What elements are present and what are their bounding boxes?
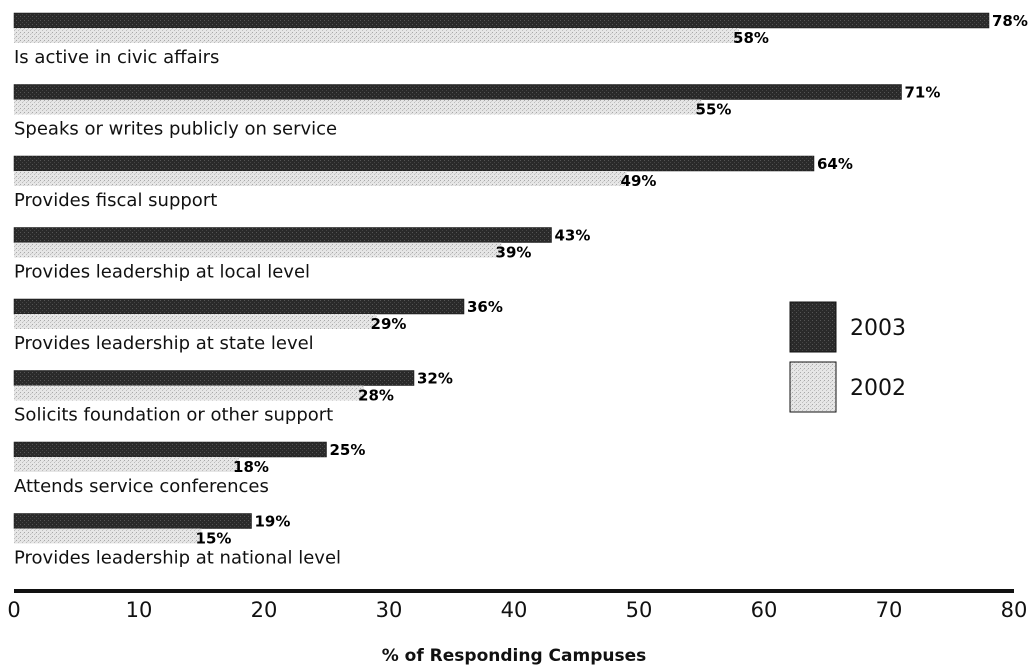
category-group: 64% 49% Provides fiscal support — [13, 155, 853, 211]
value-label-2003: 36% — [467, 298, 503, 316]
bar-2003 — [13, 227, 552, 243]
x-tick-label: 50 — [626, 598, 653, 622]
x-tick-label: 30 — [376, 598, 403, 622]
value-label-2003: 64% — [817, 155, 853, 173]
legend-item-2002: 2002 — [789, 361, 906, 413]
category-label: Provides leadership at local level — [14, 262, 310, 283]
legend-swatch-2003 — [789, 301, 837, 353]
value-label-2003: 78% — [992, 12, 1028, 30]
value-label-2002: 15% — [196, 530, 232, 548]
value-label-2003: 43% — [555, 227, 591, 245]
category-label: Is active in civic affairs — [14, 47, 219, 68]
value-label-2002: 49% — [621, 172, 657, 190]
bar-2003 — [13, 84, 902, 100]
value-label-2002: 28% — [358, 387, 394, 405]
bar-2002 — [14, 99, 702, 115]
value-label-2003: 71% — [905, 84, 941, 102]
category-group: 19% 15%Provides leadership at national le… — [13, 513, 341, 569]
x-tick-label: 10 — [126, 598, 153, 622]
bar-2002 — [14, 28, 739, 43]
x-axis-title: % of Responding Campuses — [382, 646, 647, 666]
category-label: Provides leadership at national level — [14, 548, 341, 569]
category-label: Solicits foundation or other support — [14, 405, 333, 426]
category-group: 78% 58% Is active in civic affairs — [13, 12, 1028, 68]
bar-2003 — [13, 370, 415, 386]
x-tick-label: 40 — [501, 598, 528, 622]
value-label-2002: 18% — [233, 458, 269, 476]
category-label: Provides leadership at state level — [14, 333, 314, 354]
legend-label-2002: 2002 — [850, 376, 906, 401]
legend-swatch-2002 — [789, 361, 837, 413]
x-axis-line — [14, 589, 1014, 593]
category-group: 25% 18%Attends service conferences — [13, 441, 366, 497]
category-label: Attends service conferences — [14, 476, 269, 497]
x-tick-label: 80 — [1001, 598, 1028, 622]
value-label-2003: 32% — [417, 370, 453, 388]
bar-2002 — [14, 171, 627, 186]
legend-label-2003: 2003 — [850, 316, 906, 341]
legend-item-2003: 2003 — [789, 301, 906, 353]
value-label-2002: 58% — [733, 29, 769, 47]
bars-group: 78% 58% Is active in civic affairs 71% 55% Sp… — [13, 12, 1028, 569]
value-label-2002: 29% — [371, 315, 407, 333]
bar-2002 — [14, 385, 364, 401]
category-group: 32% 28% Solicits foundation or other suppo… — [13, 370, 453, 426]
bar-2002 — [14, 528, 202, 544]
bar-2003 — [13, 298, 465, 315]
bar-2003 — [13, 441, 327, 458]
value-label-2002: 39% — [496, 244, 532, 262]
legend: 2003 2002 — [789, 301, 906, 413]
bar-2002 — [14, 242, 502, 258]
x-axis: 0 10 20 30 40 50 60 70 80 — [7, 589, 1027, 622]
value-label-2003: 25% — [330, 441, 366, 459]
bar-2003 — [13, 12, 990, 29]
x-tick-label: 0 — [7, 598, 20, 622]
category-label: Provides fiscal support — [14, 190, 217, 211]
x-tick-label: 70 — [876, 598, 903, 622]
category-group: 71% 55% Speaks or writes publicly on servi… — [13, 84, 941, 140]
value-label-2003: 19% — [255, 513, 291, 531]
bar-2003 — [13, 513, 252, 529]
bar-2002 — [14, 457, 239, 472]
x-tick-label: 60 — [751, 598, 778, 622]
category-group: 43% 39% Provides leadership at local level — [13, 227, 591, 283]
value-label-2002: 55% — [696, 101, 732, 119]
category-label: Speaks or writes publicly on service — [14, 119, 337, 140]
bar-2003 — [13, 155, 815, 172]
x-tick-label: 20 — [251, 598, 278, 622]
category-group: 36% 29% Provides leadership at state level — [13, 298, 503, 354]
bar-2002 — [14, 314, 377, 329]
